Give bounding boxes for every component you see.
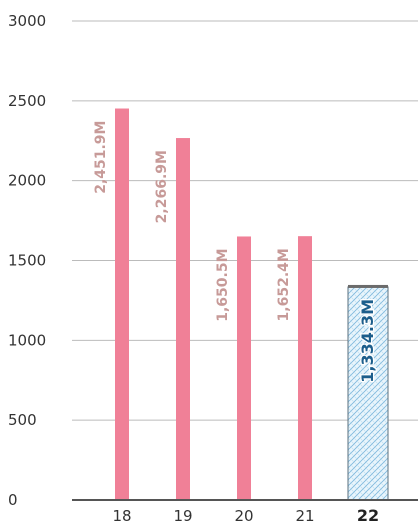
x-tick-label: 20 <box>234 507 253 523</box>
x-tick-label: 19 <box>173 507 192 523</box>
data-label-highlighted: 1,334.3M <box>358 299 377 383</box>
bar-highlighted-cap <box>348 284 388 288</box>
bars <box>115 108 389 501</box>
y-tick-label: 3000 <box>8 12 46 30</box>
data-labels: 2,451.9M 2,266.9M 1,650.5M 1,652.4M 1,334.3M <box>93 121 378 384</box>
y-tick-label: 2500 <box>8 92 46 110</box>
y-tick-label: 1000 <box>8 331 46 349</box>
bar <box>115 108 129 500</box>
y-tick-label: 0 <box>8 491 18 509</box>
bar-highlighted <box>347 286 389 501</box>
bar <box>298 236 312 500</box>
data-label: 2,451.9M <box>93 121 109 194</box>
x-tick-label-highlighted: 22 <box>357 506 379 523</box>
y-tick-label: 500 <box>8 411 37 429</box>
data-label: 2,266.9M <box>154 150 170 223</box>
x-tick-label: 21 <box>295 507 314 523</box>
bar <box>237 236 251 501</box>
x-axis-tick-labels: 18 19 20 21 22 <box>112 506 379 523</box>
data-label: 1,652.4M <box>276 248 292 321</box>
bar <box>176 138 190 500</box>
data-label: 1,650.5M <box>215 248 231 321</box>
y-axis-tick-labels: 0 500 1000 1500 2000 2500 3000 <box>8 12 46 509</box>
y-tick-label: 2000 <box>8 172 46 190</box>
y-tick-label: 1500 <box>8 252 46 270</box>
x-tick-label: 18 <box>112 507 131 523</box>
